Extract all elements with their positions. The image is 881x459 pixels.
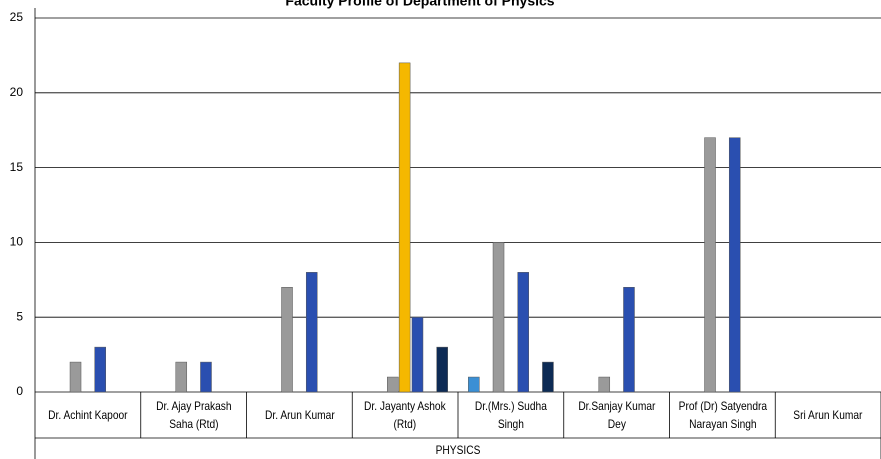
y-tick-label: 0 [16, 384, 23, 398]
bar [623, 287, 635, 393]
y-tick-label: 15 [10, 160, 24, 174]
bar [69, 361, 82, 393]
bar [200, 361, 212, 393]
bar [436, 346, 448, 393]
x-tick-label: Dr. Arun Kumar [264, 408, 335, 422]
x-tick-label: Dr.Sanjay Kumar Dey [578, 399, 656, 431]
x-tick-label: Prof (Dr) Satyendra Narayan Singh [678, 399, 767, 431]
group-label: PHYSICS [435, 443, 481, 457]
bar [517, 272, 529, 393]
bar [704, 137, 716, 393]
x-tick-label: Dr. Achint Kapoor [48, 408, 128, 422]
bar [305, 272, 318, 393]
y-tick-label: 25 [10, 10, 24, 24]
bar [175, 361, 188, 393]
y-tick-label: 5 [16, 309, 23, 323]
bar [94, 346, 106, 393]
bar [387, 376, 399, 393]
y-tick-label: 20 [10, 85, 24, 99]
y-tick-label: 10 [10, 235, 24, 249]
bar [398, 62, 411, 393]
bar [542, 361, 554, 393]
x-tick-label: Dr.(Mrs.) Sudha Singh [474, 399, 547, 431]
bar [411, 316, 424, 393]
bar [598, 376, 611, 393]
bar [281, 287, 293, 393]
bar [728, 137, 741, 393]
x-tick-label: Dr. Ajay Prakash Saha (Rtd) [155, 399, 232, 431]
bar [468, 376, 480, 393]
chart-title: Faculty Profile of Department of Physics [285, 0, 554, 9]
x-tick-label: Dr. Jayanty Ashok (Rtd) [364, 399, 446, 431]
bar [492, 242, 505, 393]
x-tick-label: Sri Arun Kumar [793, 408, 863, 422]
